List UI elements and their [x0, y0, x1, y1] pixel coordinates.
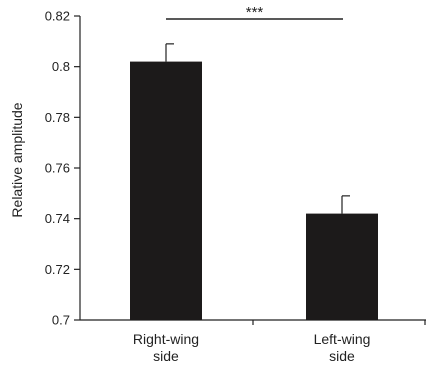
y-tick-label: 0.8	[52, 59, 70, 74]
y-tick-label: 0.72	[45, 262, 70, 277]
significance-stars: ***	[246, 4, 264, 21]
bars	[130, 43, 378, 320]
bar	[306, 213, 378, 320]
y-tick-label: 0.82	[45, 9, 70, 24]
x-category-label: Right-wing	[133, 331, 199, 347]
y-tick-label: 0.74	[45, 211, 70, 226]
y-tick-label: 0.78	[45, 110, 70, 125]
bar	[130, 61, 202, 320]
significance-annotation: ***	[166, 4, 343, 21]
x-category-label: Left-wing	[314, 331, 371, 347]
y-tick-label: 0.76	[45, 161, 70, 176]
y-axis: 0.7 0.72 0.74 0.76 0.78 0.8 0.82	[45, 9, 81, 328]
x-category-label: side	[153, 348, 179, 364]
y-axis-title: Relative amplitude	[9, 102, 25, 217]
x-category-label: side	[329, 348, 355, 364]
y-tick-label: 0.7	[52, 313, 70, 328]
